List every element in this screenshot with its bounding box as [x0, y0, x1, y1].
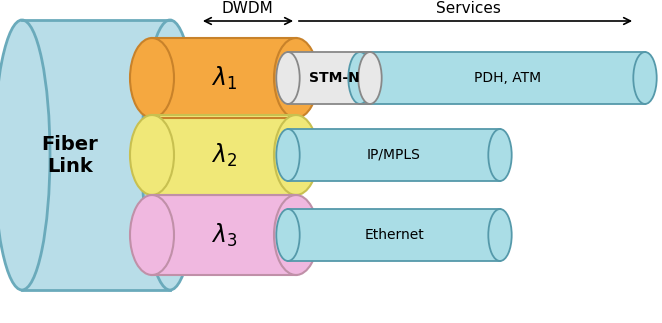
Ellipse shape [130, 38, 174, 118]
Text: Fiber: Fiber [42, 136, 99, 154]
Text: $\lambda_1$: $\lambda_1$ [211, 64, 237, 92]
Text: $\lambda_3$: $\lambda_3$ [211, 221, 237, 249]
Text: STM-N: STM-N [308, 71, 359, 85]
Bar [288, 52, 370, 104]
Ellipse shape [489, 209, 512, 261]
Bar [152, 195, 296, 275]
Bar [360, 52, 645, 104]
Ellipse shape [142, 20, 198, 290]
Ellipse shape [634, 52, 657, 104]
Text: $\lambda_2$: $\lambda_2$ [211, 141, 237, 169]
Ellipse shape [274, 195, 318, 275]
Bar [288, 129, 500, 181]
Ellipse shape [130, 115, 174, 195]
Text: Link: Link [47, 158, 93, 176]
Bar [152, 115, 296, 195]
Ellipse shape [130, 195, 174, 275]
Ellipse shape [0, 20, 50, 290]
Bar [152, 38, 296, 118]
Bar [288, 209, 500, 261]
Bar [22, 20, 170, 290]
Text: Ethernet: Ethernet [364, 228, 424, 242]
Ellipse shape [274, 115, 318, 195]
Ellipse shape [348, 52, 371, 104]
Ellipse shape [276, 129, 300, 181]
Text: DWDM: DWDM [221, 1, 273, 16]
Text: Services: Services [436, 1, 500, 16]
Text: PDH, ATM: PDH, ATM [474, 71, 541, 85]
Ellipse shape [358, 52, 382, 104]
Ellipse shape [274, 38, 318, 118]
Ellipse shape [489, 129, 512, 181]
Ellipse shape [276, 209, 300, 261]
Ellipse shape [276, 52, 300, 104]
Text: IP/MPLS: IP/MPLS [367, 148, 421, 162]
